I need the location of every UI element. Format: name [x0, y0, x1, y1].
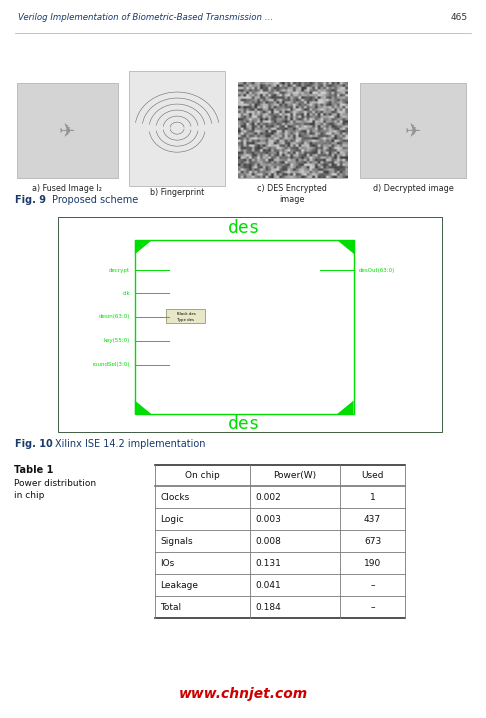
Polygon shape [336, 241, 354, 254]
Polygon shape [135, 241, 152, 254]
Text: Logic: Logic [160, 515, 184, 524]
Text: 0.008: 0.008 [255, 537, 281, 546]
Text: Leakage: Leakage [160, 581, 198, 589]
Text: www.chnjet.com: www.chnjet.com [178, 687, 308, 701]
Text: 0.041: 0.041 [255, 581, 281, 589]
Text: Clocks: Clocks [160, 493, 189, 502]
Text: On chip: On chip [185, 471, 220, 480]
Text: Power(W): Power(W) [274, 471, 316, 480]
Polygon shape [336, 401, 354, 414]
Text: b) Fingerprint: b) Fingerprint [150, 188, 204, 197]
Bar [17, 83, 118, 178]
Text: 673: 673 [364, 537, 381, 546]
Text: Total: Total [160, 602, 181, 612]
Text: 0.184: 0.184 [255, 602, 281, 612]
Text: Fig. 9: Fig. 9 [15, 195, 46, 205]
Text: 0.131: 0.131 [255, 559, 281, 568]
Text: 0.003: 0.003 [255, 515, 281, 524]
Text: 190: 190 [364, 559, 381, 568]
Bar [135, 241, 354, 414]
Text: Verilog Implementation of Biometric-Based Transmission …: Verilog Implementation of Biometric-Base… [18, 14, 273, 22]
Bar [129, 71, 225, 186]
Text: in chip: in chip [14, 491, 44, 500]
Text: key(55:0): key(55:0) [104, 338, 130, 343]
Text: clk: clk [122, 291, 130, 296]
Text: a) Fused Image I₂: a) Fused Image I₂ [32, 185, 102, 193]
Text: Table 1: Table 1 [14, 465, 53, 475]
Text: ✈: ✈ [405, 121, 421, 141]
Text: c) DES Encrypted
image: c) DES Encrypted image [257, 185, 327, 204]
Text: 437: 437 [364, 515, 381, 524]
Text: roundSel(3:0): roundSel(3:0) [92, 362, 130, 367]
Text: –: – [370, 602, 375, 612]
Text: 465: 465 [451, 14, 468, 22]
Text: Type des: Type des [177, 318, 194, 322]
Text: Power distribution: Power distribution [14, 480, 96, 488]
Text: 1: 1 [370, 493, 375, 502]
Text: Signals: Signals [160, 537, 192, 546]
Bar [360, 83, 466, 178]
Text: decrypt: decrypt [109, 268, 130, 273]
Text: 0.002: 0.002 [255, 493, 281, 502]
Polygon shape [135, 401, 152, 414]
Text: –: – [370, 581, 375, 589]
Text: Proposed scheme: Proposed scheme [52, 195, 138, 205]
Text: ✈: ✈ [58, 121, 75, 141]
Text: d) Decrypted image: d) Decrypted image [373, 185, 453, 193]
Text: Xilinx ISE 14.2 implementation: Xilinx ISE 14.2 implementation [55, 439, 206, 449]
Text: IOs: IOs [160, 559, 174, 568]
Text: des: des [228, 219, 260, 238]
Text: Fig. 10: Fig. 10 [15, 439, 52, 449]
Bar [166, 309, 206, 323]
Text: desin(63:0): desin(63:0) [99, 314, 130, 320]
Text: desOut(63:0): desOut(63:0) [359, 268, 395, 273]
Bar [238, 83, 347, 178]
Text: Block des: Block des [176, 312, 195, 316]
Text: Used: Used [361, 471, 384, 480]
Text: des: des [228, 416, 260, 434]
